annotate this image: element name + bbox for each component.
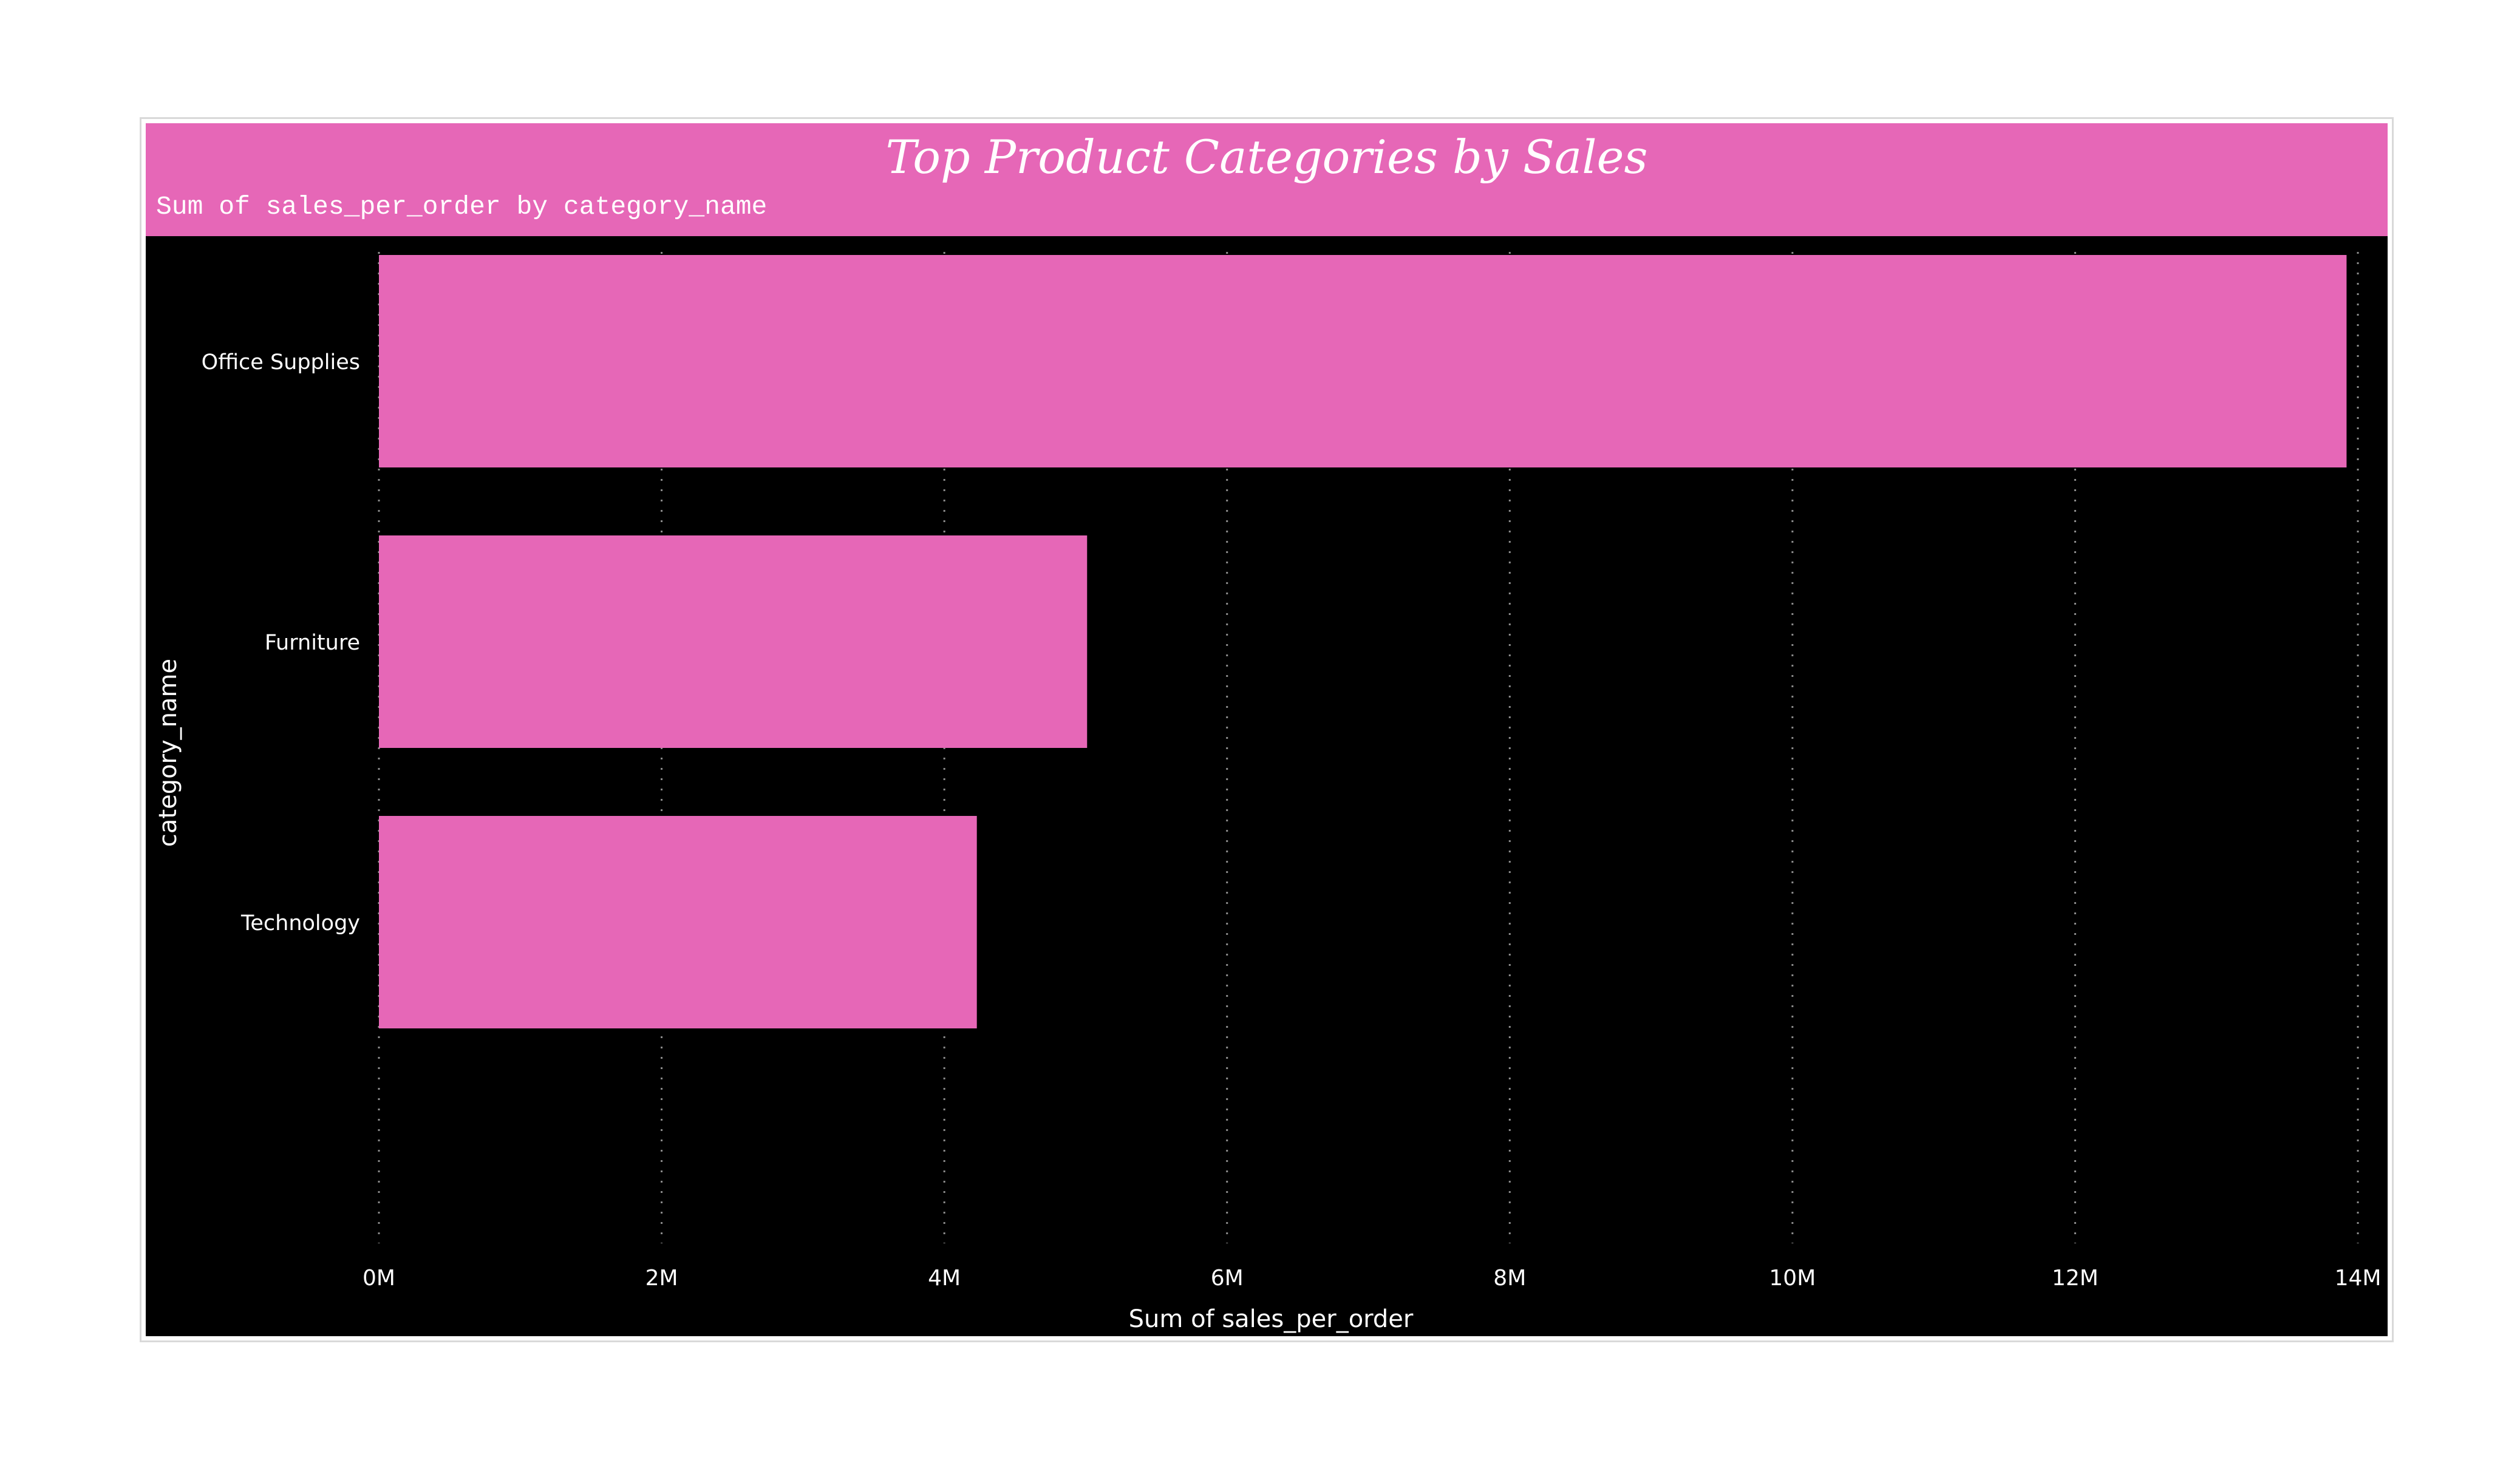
category-labels: Office Supplies Furniture Technology: [202, 350, 360, 936]
x-tick-label: 6M: [1211, 1266, 1244, 1291]
category-label: Office Supplies: [202, 350, 360, 375]
x-tick-labels: 0M 2M 4M 6M 8M 10M 12M 14M: [363, 1266, 2381, 1291]
x-axis-title: Sum of sales_per_order: [1129, 1305, 1414, 1333]
category-label: Technology: [240, 911, 360, 936]
x-tick-label: 2M: [645, 1266, 678, 1291]
category-label: Furniture: [265, 631, 360, 655]
x-tick-label: 10M: [1769, 1266, 1816, 1291]
chart-subtitle: Sum of sales_per_order by category_name: [156, 192, 768, 222]
plot-area: 0M 2M 4M 6M 8M 10M 12M 14M Office Supplies Furni…: [154, 252, 2381, 1333]
visual-border: [140, 117, 2394, 1342]
bars: [379, 255, 2347, 1028]
bar[interactable]: [379, 255, 2347, 467]
bar[interactable]: [379, 535, 1088, 748]
bar-chart-visual[interactable]: Top Product Categories by Sales Sum of s…: [146, 123, 2388, 1336]
bar[interactable]: [379, 816, 977, 1028]
x-tick-label: 4M: [928, 1266, 961, 1291]
x-tick-label: 0M: [363, 1266, 395, 1291]
x-tick-label: 12M: [2052, 1266, 2099, 1291]
chart-title: Top Product Categories by Sales: [885, 130, 1648, 184]
x-tick-label: 8M: [1493, 1266, 1526, 1291]
y-axis-title: category_name: [154, 659, 182, 847]
title-band: Top Product Categories by Sales Sum of s…: [146, 123, 2388, 236]
x-tick-label: 14M: [2335, 1266, 2382, 1291]
